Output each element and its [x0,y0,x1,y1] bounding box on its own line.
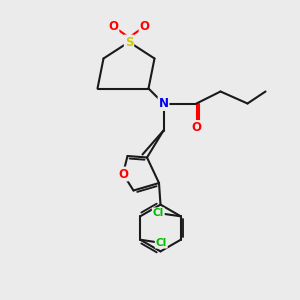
Text: O: O [191,121,202,134]
Text: O: O [140,20,150,33]
Text: O: O [108,20,118,33]
Text: O: O [118,167,128,181]
Text: Cl: Cl [153,208,164,218]
Text: S: S [125,35,133,49]
Text: N: N [158,97,169,110]
Text: Cl: Cl [156,238,167,248]
